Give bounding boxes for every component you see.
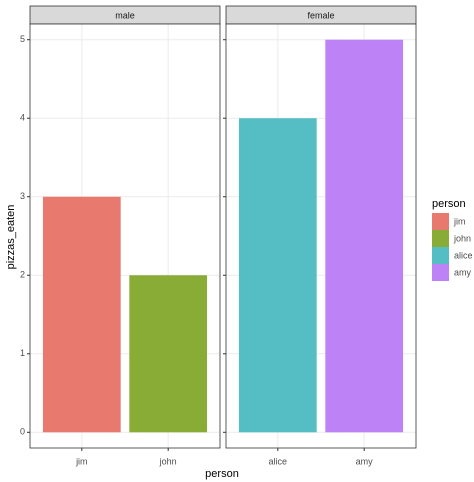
y-axis-title: pizzas_eaten — [5, 205, 17, 270]
y-tick-label: 3 — [20, 191, 25, 201]
facet-label: female — [307, 10, 334, 20]
x-tick-label: alice — [269, 456, 288, 466]
y-tick-label: 5 — [20, 34, 25, 44]
legend-swatch — [432, 230, 449, 247]
x-tick-label: amy — [356, 456, 374, 466]
bar — [129, 275, 208, 433]
legend-label: alice — [454, 250, 473, 260]
bar — [238, 118, 317, 433]
legend-label: john — [453, 233, 471, 243]
y-tick-label: 4 — [20, 113, 25, 123]
x-axis-title: person — [205, 468, 239, 480]
bar — [325, 39, 404, 433]
legend-title: person — [432, 198, 466, 210]
x-tick-label: john — [159, 456, 177, 466]
panel-border — [29, 23, 221, 449]
y-tick-label: 2 — [20, 270, 25, 280]
legend-swatch — [432, 247, 449, 264]
legend-swatch — [432, 213, 449, 230]
legend-label: jim — [453, 216, 466, 226]
panel-border — [225, 23, 417, 449]
x-tick-label: jim — [75, 456, 88, 466]
legend-swatch — [432, 264, 449, 281]
legend-label: amy — [454, 267, 472, 277]
y-tick-label: 1 — [20, 348, 25, 358]
facet-label: male — [115, 10, 135, 20]
bar — [42, 196, 121, 433]
y-tick-label: 0 — [20, 427, 25, 437]
